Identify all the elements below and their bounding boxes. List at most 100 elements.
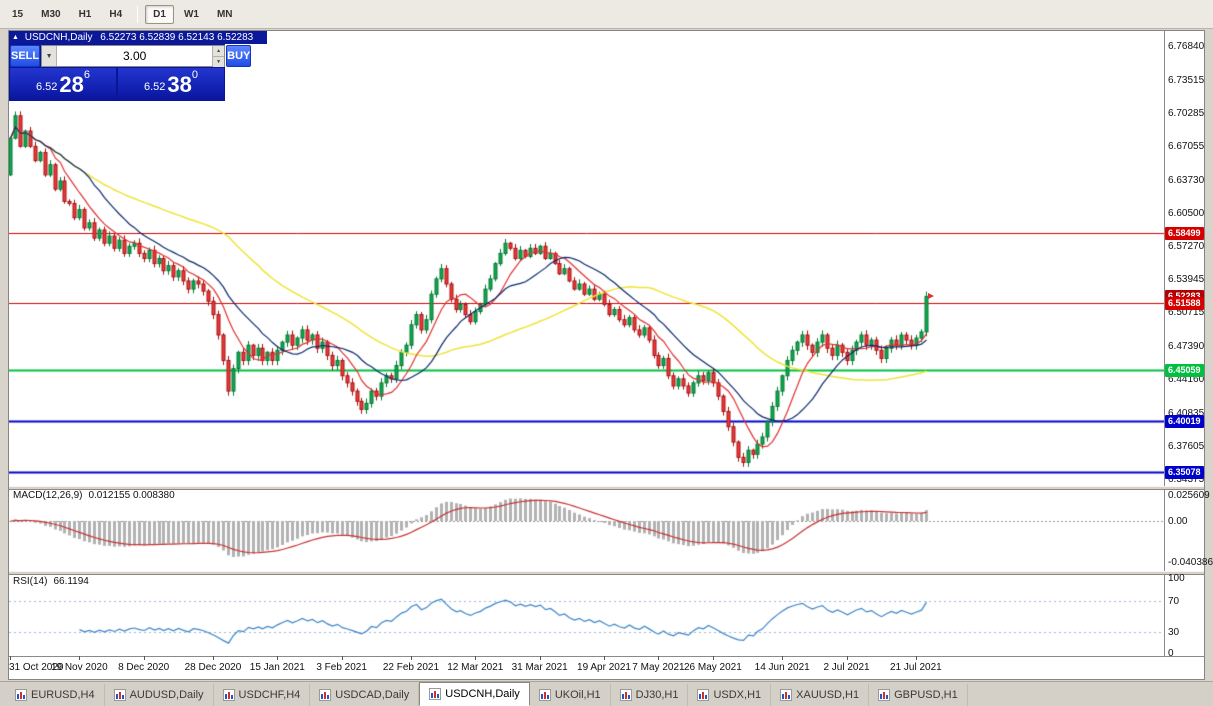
symbol-title: USDCNH,Daily	[24, 32, 93, 43]
date-tick	[658, 656, 660, 660]
rsi-value: 66.1194	[53, 576, 89, 587]
chart-icon	[113, 689, 126, 701]
bid-price-sup: 6	[83, 69, 91, 81]
level-price-tag: 6.35078	[1165, 465, 1204, 479]
timeframe-toolbar: 15 M30 H1 H4 D1 W1 MN	[0, 0, 1213, 29]
timeframe-h1[interactable]: H1	[78, 8, 92, 20]
collapse-icon[interactable]: ▲	[12, 34, 19, 41]
rsi-scale-label: 100	[1168, 573, 1185, 584]
date-label: 26 May 2021	[683, 662, 742, 673]
price-tick-label: 6.44160	[1168, 374, 1205, 386]
date-label: 15 Jan 2021	[249, 662, 305, 673]
ohlc-values: 6.52273 6.52839 6.52143 6.52283	[100, 32, 254, 43]
bid-price-big: 28	[59, 72, 84, 97]
date-tick	[604, 656, 605, 660]
tab-xauusd-h1[interactable]: XAUUSD,H1	[771, 684, 870, 706]
ask-price-sup: 0	[191, 69, 199, 81]
chart-icon	[878, 689, 891, 701]
price-tick-label: 6.76840	[1168, 41, 1205, 52]
date-tick	[915, 656, 917, 660]
tab-label: USDCAD,Daily	[335, 689, 410, 701]
tab-usdchf-h4[interactable]: USDCHF,H4	[214, 684, 311, 706]
chart-icon	[780, 689, 793, 701]
buy-button[interactable]: BUY	[226, 45, 252, 67]
volume-spin-up[interactable]: ▲	[213, 46, 225, 57]
tab-usdx-h1[interactable]: USDX,H1	[688, 684, 772, 706]
volume-input[interactable]	[57, 46, 213, 66]
ask-price-prefix: 6.52	[143, 81, 166, 93]
timeframe-w1[interactable]: W1	[183, 8, 199, 20]
rsi-scale-label: 30	[1168, 627, 1180, 639]
date-label: 2 Jul 2021	[823, 662, 870, 673]
date-tick	[410, 656, 412, 660]
price-tick-label: 6.57270	[1168, 240, 1205, 252]
ask-arrow-icon	[928, 293, 934, 299]
date-tick	[475, 656, 477, 660]
sell-button[interactable]: SELL	[10, 45, 41, 67]
tab-label: GBPUSD,H1	[894, 689, 958, 701]
tab-label: UKOil,H1	[554, 689, 601, 701]
date-label: 28 Dec 2020	[184, 662, 242, 673]
price-tick-label: 6.73515	[1168, 74, 1205, 86]
price-tick-label: 6.50715	[1168, 307, 1205, 319]
volume-dropdown-button[interactable]: ▼	[42, 46, 58, 66]
rsi-indicator-label: RSI(14) 66.1194	[13, 576, 89, 587]
timeframe-d1[interactable]: D1	[145, 4, 174, 24]
tab-label: XAUUSD,H1	[796, 689, 860, 701]
price-axis: 6.76840 6.73515 6.70285 6.67055 6.63730 6.605…	[1165, 31, 1213, 679]
tab-usdcad-daily[interactable]: USDCAD,Daily	[310, 684, 420, 706]
price-tick-label: 6.53945	[1168, 274, 1205, 286]
tab-gbpusd-h1[interactable]: GBPUSD,H1	[869, 684, 968, 706]
date-tick	[143, 656, 145, 660]
timeframe-m30[interactable]: M30	[41, 8, 61, 20]
chart-icon	[538, 689, 551, 701]
date-axis-border	[9, 656, 1204, 657]
timeframe-h4[interactable]: H4	[109, 8, 123, 20]
ask-price-big: 38	[167, 72, 192, 97]
timeframe-mn[interactable]: MN	[216, 8, 233, 20]
price-tick-label: 6.34375	[1168, 474, 1205, 485]
date-tick	[10, 656, 11, 660]
level-price-tag: 6.51588	[1165, 297, 1204, 311]
date-tick	[782, 656, 784, 660]
tab-eurusd-h4[interactable]: EURUSD,H4	[6, 684, 105, 706]
level-price-tag: 6.45059	[1165, 364, 1204, 378]
chart-icon	[222, 689, 235, 701]
bid-price-display: 6.52 28 6	[10, 68, 116, 99]
chart-title-bar: ▲ USDCNH,Daily 6.52273 6.52839 6.52143 6…	[9, 31, 267, 44]
tab-label: DJ30,H1	[635, 689, 679, 701]
volume-control: ▼ ▲ ▼	[41, 45, 226, 67]
date-label: 31 Oct 2020	[9, 662, 64, 673]
date-label: 12 Mar 2021	[447, 662, 504, 673]
panel-splitter[interactable]	[9, 571, 1204, 575]
date-label: 3 Feb 2021	[316, 662, 367, 673]
tab-usdcnh-daily[interactable]: USDCNH,Daily	[419, 682, 530, 706]
date-tick	[212, 656, 214, 660]
volume-spin-down[interactable]: ▼	[213, 57, 225, 67]
date-tick	[277, 656, 279, 660]
price-tick-label: 6.47390	[1168, 341, 1205, 353]
tab-audusd-daily[interactable]: AUDUSD,Daily	[105, 684, 214, 706]
date-label: 19 Nov 2020	[50, 662, 108, 673]
macd-values: 0.012155 0.008380	[88, 490, 175, 501]
candlestick-chart[interactable]	[9, 31, 1164, 656]
date-label: 7 May 2021	[632, 662, 685, 673]
price-axis-border	[1164, 31, 1165, 656]
date-tick	[79, 656, 81, 660]
rsi-scale-label: 70	[1168, 596, 1180, 608]
ask-price-display: 6.52 38 0	[118, 68, 224, 99]
level-price-tag: 6.58499	[1165, 227, 1204, 241]
macd-scale-label: 0.00	[1168, 516, 1188, 527]
tab-ukoil-h1[interactable]: UKOil,H1	[530, 684, 611, 706]
tab-label: EURUSD,H4	[31, 689, 95, 701]
price-tick-label: 6.63730	[1168, 174, 1205, 186]
timeframe-15[interactable]: 15	[12, 8, 24, 20]
tab-dj30-h1[interactable]: DJ30,H1	[611, 684, 689, 706]
chart-icon	[15, 689, 27, 701]
panel-splitter[interactable]	[9, 486, 1204, 490]
tab-label: USDCNH,Daily	[445, 688, 520, 700]
tab-label: USDX,H1	[713, 689, 762, 701]
macd-name: MACD(12,26,9)	[13, 490, 83, 501]
